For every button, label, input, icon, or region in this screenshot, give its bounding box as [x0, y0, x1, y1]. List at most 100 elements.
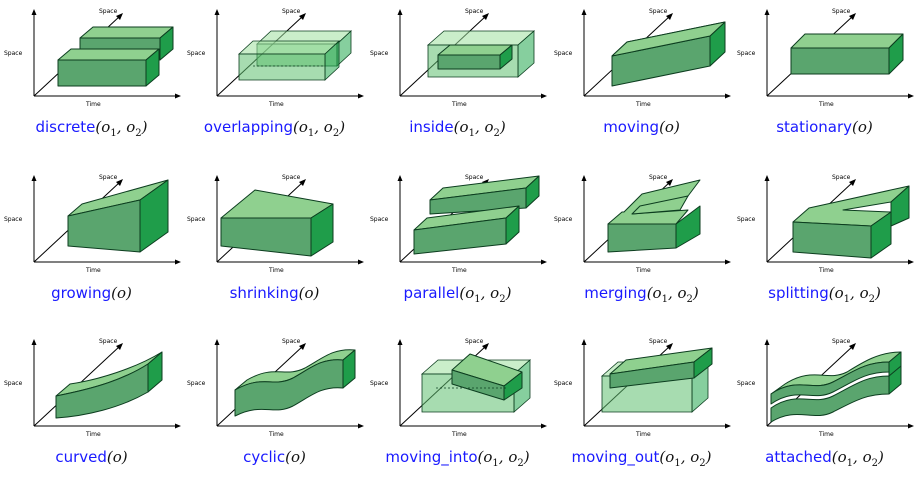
space-left-label: Space [737, 380, 756, 387]
relation-cell-inside: Space Space Time inside(o1, o2) [366, 0, 549, 161]
spacetime-diagram: Space Space Time [187, 8, 364, 108]
relation-caption: moving_out(o1, o2) [550, 448, 733, 469]
time-label: Time [818, 101, 834, 108]
space-top-label: Space [99, 174, 118, 181]
time-label: Time [451, 101, 467, 108]
spacetime-diagram: Space Space Time [554, 8, 731, 108]
relation-cell-moving-into: Space Space Time moving_into(o1, o2) [366, 330, 549, 491]
space-left-label: Space [370, 380, 389, 387]
relation-cell-attached: Space Space Time attached(o1, o2) [733, 330, 916, 491]
time-label: Time [451, 431, 467, 438]
space-left-label: Space [4, 50, 23, 57]
spacetime-diagram: Space Space Time [737, 174, 914, 274]
time-label: Time [268, 431, 284, 438]
spacetime-diagram: Space Space Time [4, 8, 181, 108]
relation-args: (o) [852, 118, 873, 136]
spacetime-diagram: Space Space Time [737, 338, 914, 438]
relation-args: (o1, o2) [477, 448, 530, 469]
time-label: Time [268, 267, 284, 274]
relation-caption: merging(o1, o2) [550, 284, 733, 305]
relation-caption: cyclic(o) [183, 448, 366, 466]
attached-volume [770, 351, 902, 423]
relation-name: cyclic [243, 448, 286, 466]
shrinking-volume [220, 189, 334, 257]
relation-caption: inside(o1, o2) [366, 118, 549, 139]
relation-name: stationary [776, 118, 853, 136]
relation-args: (o) [298, 284, 320, 302]
space-left-label: Space [187, 50, 206, 57]
relation-args: (o1, o2) [659, 448, 712, 469]
moving-into-volume [420, 353, 532, 413]
time-label: Time [635, 267, 651, 274]
growing-volume [67, 179, 169, 253]
time-label: Time [85, 431, 101, 438]
relation-name: curved [55, 448, 107, 466]
space-top-label: Space [99, 8, 118, 15]
space-left-label: Space [187, 380, 206, 387]
spacetime-diagram: Space Space Time [370, 338, 547, 438]
relation-args: (o1, o2) [459, 284, 512, 305]
splitting-volume [792, 185, 910, 259]
time-label: Time [818, 267, 834, 274]
relation-cell-moving-out: Space Space Time moving_out(o1, o2) [550, 330, 733, 491]
spacetime-diagram: Space Space Time [737, 8, 914, 108]
space-top-label: Space [649, 174, 668, 181]
space-left-label: Space [737, 50, 756, 57]
relation-name: growing [51, 284, 112, 302]
relation-cell-splitting: Space Space Time splitting(o1, o2) [733, 166, 916, 327]
relation-caption: discrete(o1, o2) [0, 118, 183, 139]
space-top-label: Space [649, 8, 668, 15]
relation-args: (o) [285, 448, 306, 466]
relation-cell-shrinking: Space Space Time shrinking(o) [183, 166, 366, 327]
relation-cell-cyclic: Space Space Time cyclic(o) [183, 330, 366, 491]
spacetime-diagram: Space Space Time [187, 174, 364, 274]
time-label: Time [451, 267, 467, 274]
space-left-label: Space [554, 216, 573, 223]
space-left-label: Space [370, 50, 389, 57]
relation-caption: shrinking(o) [183, 284, 366, 302]
spacetime-diagram: Space Space Time [4, 338, 181, 438]
relation-name: merging [584, 284, 647, 302]
relation-args: (o1, o2) [292, 118, 346, 139]
parallel-volume [413, 175, 540, 255]
relation-name: moving_into [385, 448, 478, 466]
relation-name: overlapping [203, 118, 293, 136]
spacetime-diagram: Space Space Time [4, 174, 181, 274]
space-top-label: Space [282, 8, 301, 15]
relation-caption: curved(o) [0, 448, 183, 466]
relation-args: (o1, o2) [95, 118, 148, 139]
time-label: Time [635, 101, 651, 108]
relation-caption: growing(o) [0, 284, 183, 302]
space-top-label: Space [465, 174, 484, 181]
space-top-label: Space [649, 338, 668, 345]
relation-args: (o) [106, 448, 128, 466]
relation-cell-curved: Space Space Time curved(o) [0, 330, 183, 491]
relation-args: (o1, o2) [828, 284, 881, 305]
discrete-volume [57, 26, 174, 87]
spacetime-diagram: Space Space Time [554, 338, 731, 438]
relation-caption: moving_into(o1, o2) [366, 448, 549, 469]
moving-out-volume [600, 347, 713, 413]
time-label: Time [635, 431, 651, 438]
relation-caption: moving(o) [550, 118, 733, 136]
space-top-label: Space [832, 338, 851, 345]
relation-cell-parallel: Space Space Time parallel(o1, o2) [366, 166, 549, 327]
relation-cell-merging: Space Space Time merging(o1, o2) [550, 166, 733, 327]
relation-args: (o1, o2) [831, 448, 884, 469]
relation-args: (o) [659, 118, 680, 136]
relation-cell-stationary: Space Space Time stationary(o) [733, 0, 916, 161]
spacetime-diagram: Space Space Time [370, 8, 547, 108]
relation-args: (o1, o2) [646, 284, 699, 305]
relation-name: inside [409, 118, 454, 136]
relation-name: shrinking [229, 284, 299, 302]
moving-volume [611, 21, 726, 87]
time-label: Time [85, 101, 101, 108]
space-top-label: Space [465, 8, 484, 15]
relation-args: (o1, o2) [453, 118, 506, 139]
relation-name: discrete [35, 118, 96, 136]
space-left-label: Space [187, 216, 206, 223]
overlapping-volume [237, 30, 353, 81]
relation-caption: stationary(o) [733, 118, 916, 136]
space-left-label: Space [4, 380, 23, 387]
curved-volume [55, 351, 163, 419]
